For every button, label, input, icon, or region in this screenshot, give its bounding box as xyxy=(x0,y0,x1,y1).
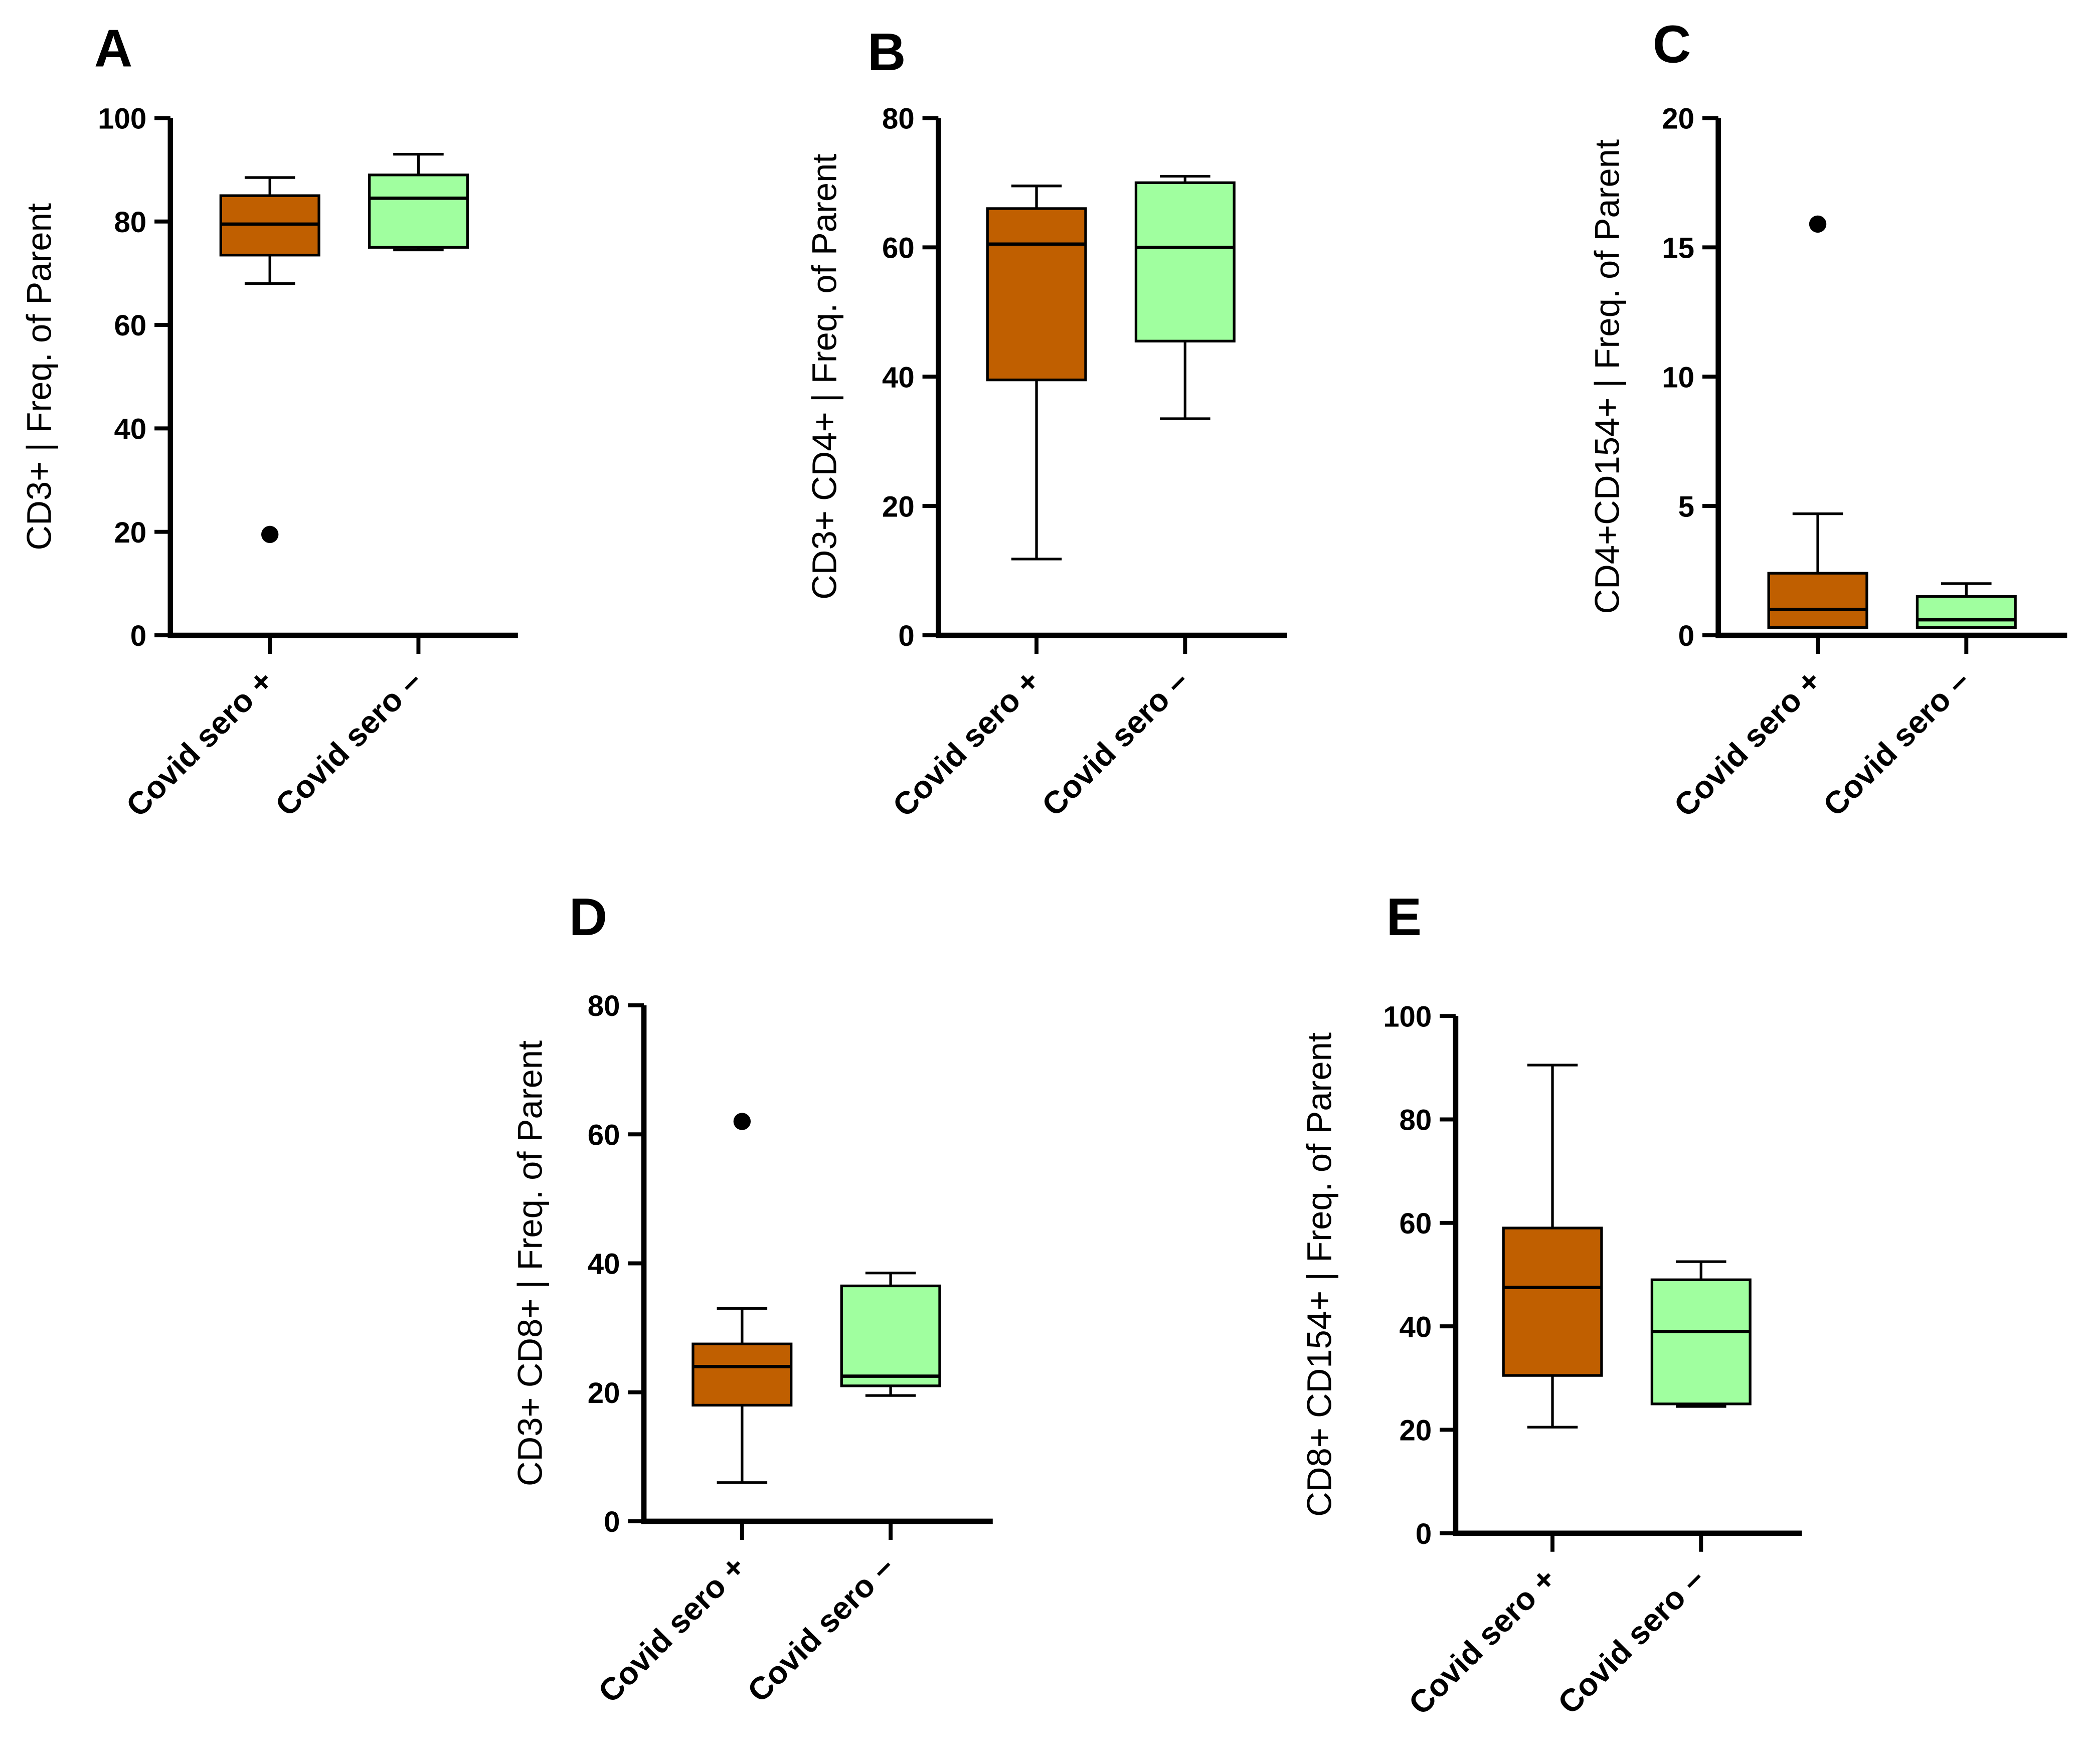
y-tick-label: 40 xyxy=(114,413,146,446)
box-sero-neg xyxy=(840,1284,941,1387)
y-tick-label: 5 xyxy=(1678,490,1694,523)
panel-label: A xyxy=(94,19,132,78)
panel-a: A CD3+ | Freq. of Parent 0 20 40 60 80 100 Covid… xyxy=(20,19,518,824)
y-tick-label: 100 xyxy=(98,103,146,135)
y-tick-label: 60 xyxy=(588,1119,620,1151)
y-tick-label: 20 xyxy=(114,516,146,549)
x-tick-label: Covid sero + xyxy=(886,663,1047,824)
y-tick-label: 15 xyxy=(1662,232,1694,264)
y-tick-label: 20 xyxy=(588,1377,620,1409)
outlier-point xyxy=(1809,215,1827,233)
box-sero-pos xyxy=(1767,572,1868,629)
box-sero-neg xyxy=(1916,595,2017,629)
y-tick-label: 80 xyxy=(882,103,915,135)
box-sero-neg xyxy=(1134,181,1236,342)
y-tick-label: 60 xyxy=(1400,1207,1432,1240)
y-tick-label: 10 xyxy=(1662,361,1694,394)
y-axis-label: CD8+ CD154+ | Freq. of Parent xyxy=(1300,1032,1338,1517)
outlier-point xyxy=(733,1113,751,1130)
y-axis-label: CD4+CD154+ | Freq. of Parent xyxy=(1588,139,1626,614)
box-sero-neg xyxy=(1650,1278,1752,1405)
panel-c: C CD4+CD154+ | Freq. of Parent 0 5 10 15 20 Cov… xyxy=(1588,15,2067,824)
outlier-point xyxy=(261,525,279,544)
y-tick-label: 80 xyxy=(114,206,146,239)
y-tick-label: 0 xyxy=(1416,1518,1432,1550)
box-sero-neg xyxy=(368,173,469,249)
box-sero-pos xyxy=(986,207,1087,382)
y-tick-label: 40 xyxy=(882,361,915,394)
y-tick-label: 40 xyxy=(1400,1311,1432,1343)
box-sero-pos xyxy=(1502,1226,1603,1377)
panel-label: C xyxy=(1653,15,1691,74)
x-tick-label: Covid sero – xyxy=(1035,663,1195,823)
y-axis-label: CD3+ CD4+ | Freq. of Parent xyxy=(805,154,844,600)
y-tick-label: 80 xyxy=(1400,1104,1432,1137)
x-tick-label: Covid sero – xyxy=(1551,1561,1711,1721)
y-axis-label: CD3+ CD8+ | Freq. of Parent xyxy=(510,1040,549,1486)
y-axis-label: CD3+ | Freq. of Parent xyxy=(20,203,59,550)
panel-label: B xyxy=(868,23,906,82)
panel-label: D xyxy=(569,888,607,947)
y-tick-label: 40 xyxy=(588,1248,620,1281)
y-tick-label: 0 xyxy=(1678,620,1694,652)
x-tick-label: Covid sero + xyxy=(120,663,280,824)
box-sero-pos xyxy=(691,1342,793,1407)
y-tick-label: 0 xyxy=(130,620,146,652)
y-tick-label: 20 xyxy=(1400,1415,1432,1447)
panel-e: E CD8+ CD154+ | Freq. of Parent 0 20 40 60 80 1… xyxy=(1300,888,1802,1721)
y-tick-label: 80 xyxy=(588,990,620,1022)
y-tick-label: 60 xyxy=(114,309,146,342)
x-tick-label: Covid sero + xyxy=(592,1549,752,1710)
y-tick-label: 0 xyxy=(604,1506,620,1538)
y-tick-label: 60 xyxy=(882,232,915,264)
x-tick-label: Covid sero – xyxy=(741,1549,901,1709)
y-tick-label: 20 xyxy=(882,490,915,523)
panel-d: D CD3+ CD8+ | Freq. of Parent 0 20 40 60 80 Cov… xyxy=(510,888,993,1710)
panel-b: B CD3+ CD4+ | Freq. of Parent 0 20 40 60 80 Cov… xyxy=(805,23,1287,824)
y-tick-label: 0 xyxy=(898,620,914,652)
y-tick-label: 100 xyxy=(1383,1000,1432,1033)
x-tick-label: Covid sero + xyxy=(1402,1561,1563,1721)
x-tick-label: Covid sero – xyxy=(269,663,429,823)
panel-label: E xyxy=(1386,888,1422,947)
x-tick-label: Covid sero + xyxy=(1667,663,1828,824)
x-tick-label: Covid sero – xyxy=(1817,663,1977,823)
y-tick-label: 20 xyxy=(1662,103,1694,135)
